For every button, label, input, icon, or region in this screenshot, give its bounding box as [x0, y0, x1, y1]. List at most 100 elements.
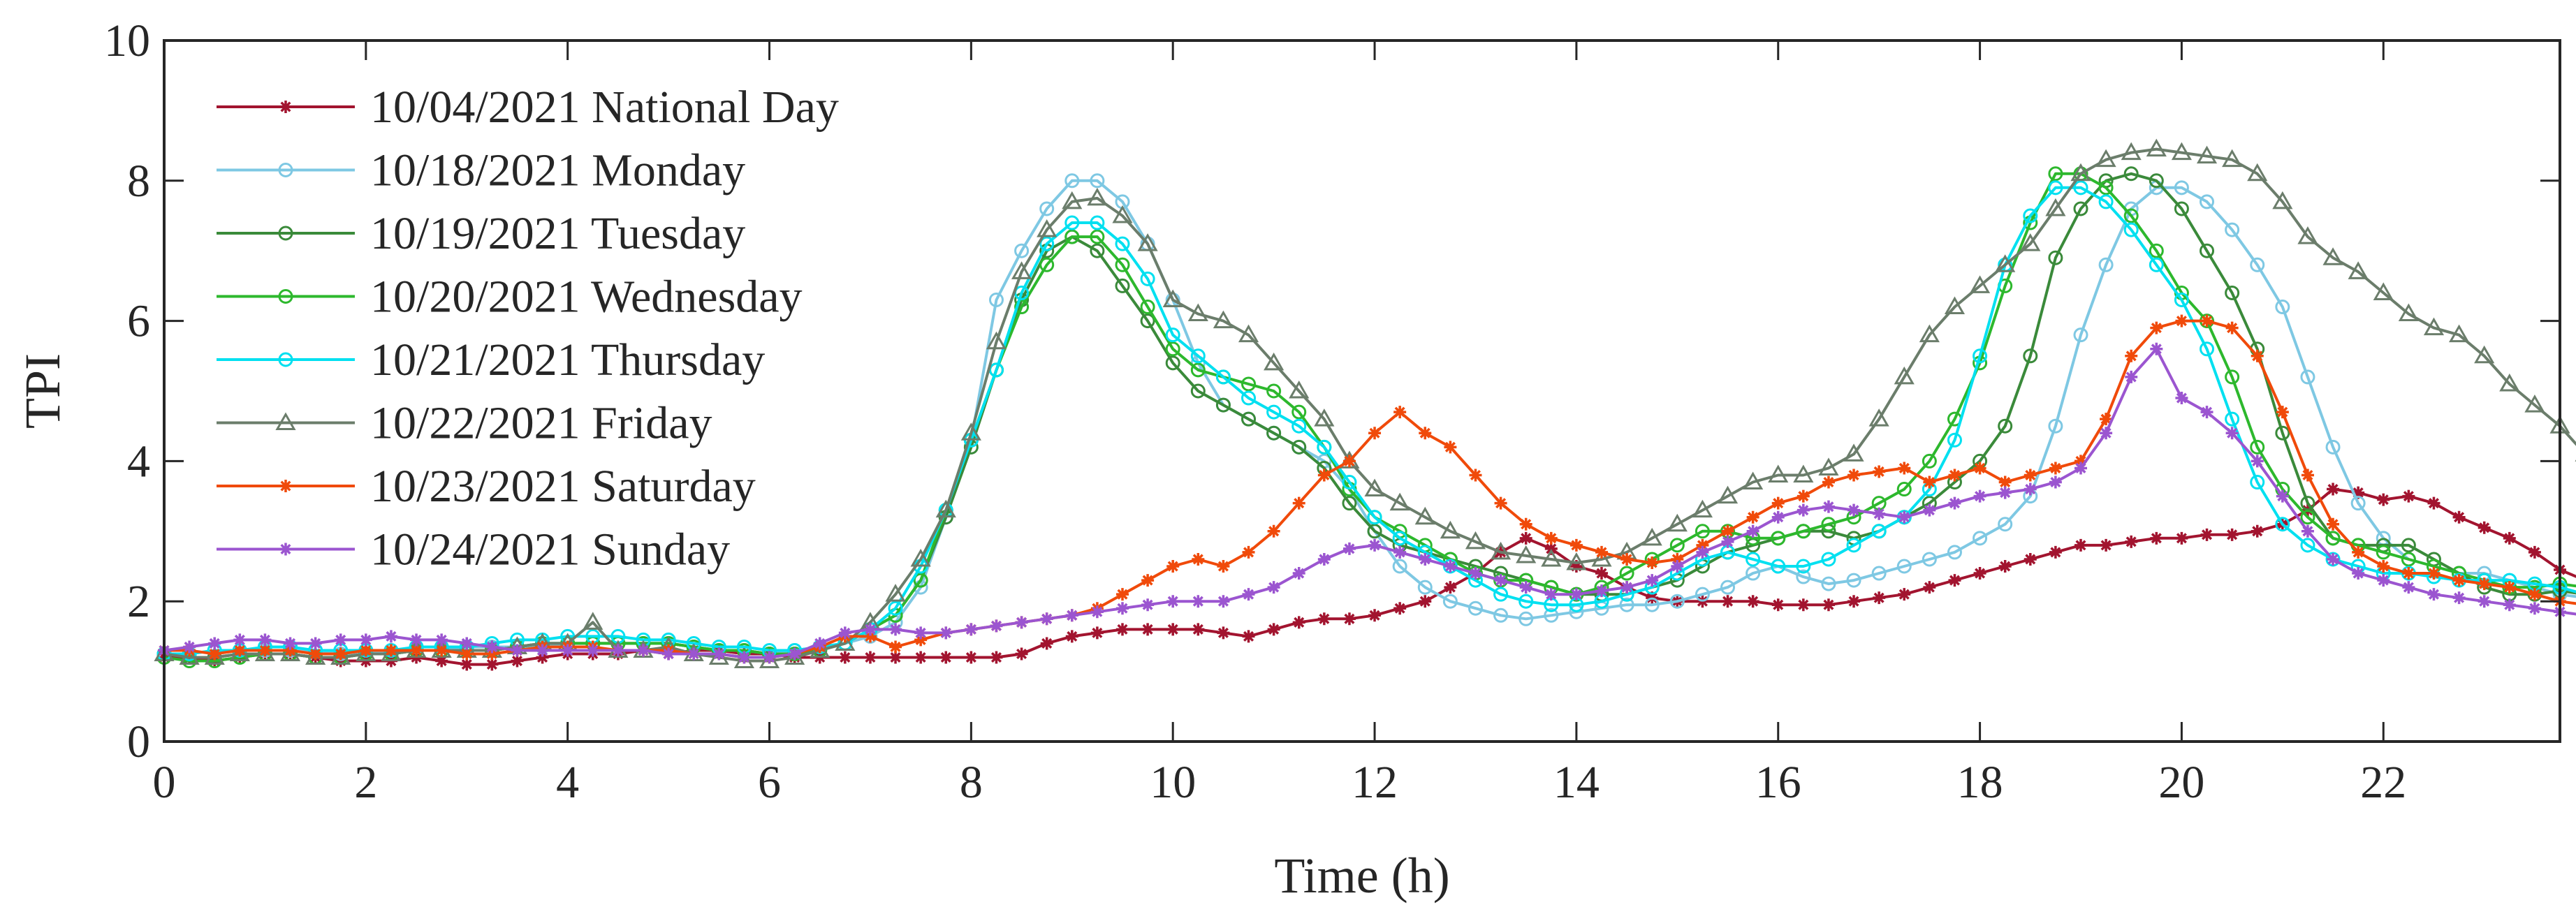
data-point — [914, 626, 928, 640]
data-point — [2348, 261, 2369, 279]
data-point — [258, 633, 272, 647]
data-point — [1595, 584, 1608, 598]
data-point — [1469, 469, 1482, 482]
data-point — [1087, 187, 1108, 206]
data-point — [2098, 180, 2114, 196]
data-point — [1646, 574, 1659, 587]
data-point — [2024, 469, 2037, 482]
data-point — [278, 226, 293, 241]
data-point — [2049, 476, 2062, 489]
data-point — [279, 643, 301, 661]
data-point — [1419, 552, 1432, 566]
data-point — [1217, 626, 1230, 640]
data-point — [2301, 469, 2314, 482]
data-point — [1342, 542, 1356, 555]
data-point — [2301, 524, 2314, 538]
data-point — [914, 651, 928, 664]
data-point — [2250, 257, 2265, 272]
x-tick-label: 20 — [2158, 757, 2204, 808]
data-point — [435, 633, 448, 647]
data-point — [1419, 595, 1432, 608]
data-point — [1242, 545, 1255, 559]
legend-entry: 10/24/2021 Sunday — [217, 524, 730, 575]
data-point — [384, 630, 397, 643]
data-point — [2528, 545, 2541, 559]
data-point — [1944, 296, 1966, 315]
data-point — [1292, 496, 1305, 510]
data-point — [1115, 236, 1130, 251]
data-point — [1721, 595, 1734, 608]
data-point — [1796, 559, 1811, 574]
data-point — [1241, 390, 1257, 406]
data-point — [2073, 201, 2088, 216]
legend-label: 10/04/2021 National Day — [370, 82, 839, 133]
data-point — [1264, 352, 1285, 371]
data-point — [536, 644, 549, 657]
data-point — [1065, 630, 1078, 643]
data-point — [738, 651, 751, 664]
data-point — [2325, 531, 2341, 546]
data-point — [2175, 314, 2188, 327]
legend-entry: 10/18/2021 Monday — [217, 145, 745, 196]
data-point — [2125, 349, 2138, 362]
data-point — [2023, 348, 2038, 364]
data-point — [1595, 545, 1608, 559]
data-point — [435, 654, 448, 668]
data-point — [910, 548, 931, 567]
data-point — [2398, 303, 2419, 322]
data-point — [2073, 327, 2088, 343]
data-point — [279, 101, 292, 113]
data-point — [2196, 145, 2218, 164]
data-point — [2222, 149, 2243, 168]
data-point — [2272, 191, 2293, 209]
data-point — [1469, 567, 1482, 580]
data-point — [2452, 510, 2466, 524]
data-point — [1266, 383, 1282, 399]
data-point — [1011, 261, 1032, 279]
data-point — [485, 640, 499, 654]
data-point — [1192, 623, 1205, 636]
data-point — [1721, 535, 1734, 548]
data-point — [2478, 595, 2491, 608]
data-point — [2503, 598, 2516, 612]
data-point — [305, 647, 326, 665]
data-point — [2100, 427, 2113, 440]
data-point — [2377, 493, 2390, 506]
data-point — [1040, 637, 1053, 650]
data-point — [863, 623, 877, 636]
data-point — [1115, 278, 1130, 293]
data-point — [1291, 439, 1307, 455]
data-point — [179, 647, 200, 665]
data-point — [586, 644, 599, 657]
data-point — [1771, 531, 1786, 546]
data-point — [1947, 432, 1962, 448]
data-point — [2300, 369, 2315, 385]
data-point — [2175, 531, 2188, 545]
data-point — [2049, 545, 2062, 559]
data-point — [1847, 595, 1861, 608]
data-point — [2174, 292, 2189, 307]
data-point — [1064, 215, 1080, 230]
data-point — [1342, 455, 1356, 468]
data-point — [1444, 560, 1457, 573]
data-point — [204, 647, 225, 665]
data-point — [1518, 594, 1534, 609]
data-point — [1896, 482, 1912, 497]
x-tick-label: 4 — [556, 757, 579, 808]
data-point — [1392, 559, 1407, 574]
data-point — [2503, 531, 2516, 545]
data-point — [2123, 208, 2139, 223]
data-point — [2275, 517, 2290, 532]
data-point — [1898, 588, 1911, 601]
data-point — [1040, 612, 1053, 626]
data-point — [511, 644, 524, 657]
data-point — [2100, 413, 2113, 426]
data-point — [1948, 574, 1961, 587]
x-tick-label: 0 — [153, 757, 176, 808]
data-point — [2171, 142, 2193, 161]
data-point — [1873, 465, 1886, 478]
data-point — [1544, 607, 1559, 623]
data-point — [1393, 545, 1407, 559]
ticks-layer: 0 2 4 6 8 10 12 14 16 18 20 22 0 2 4 6 8 10 — [104, 15, 2560, 808]
data-point — [935, 499, 956, 518]
